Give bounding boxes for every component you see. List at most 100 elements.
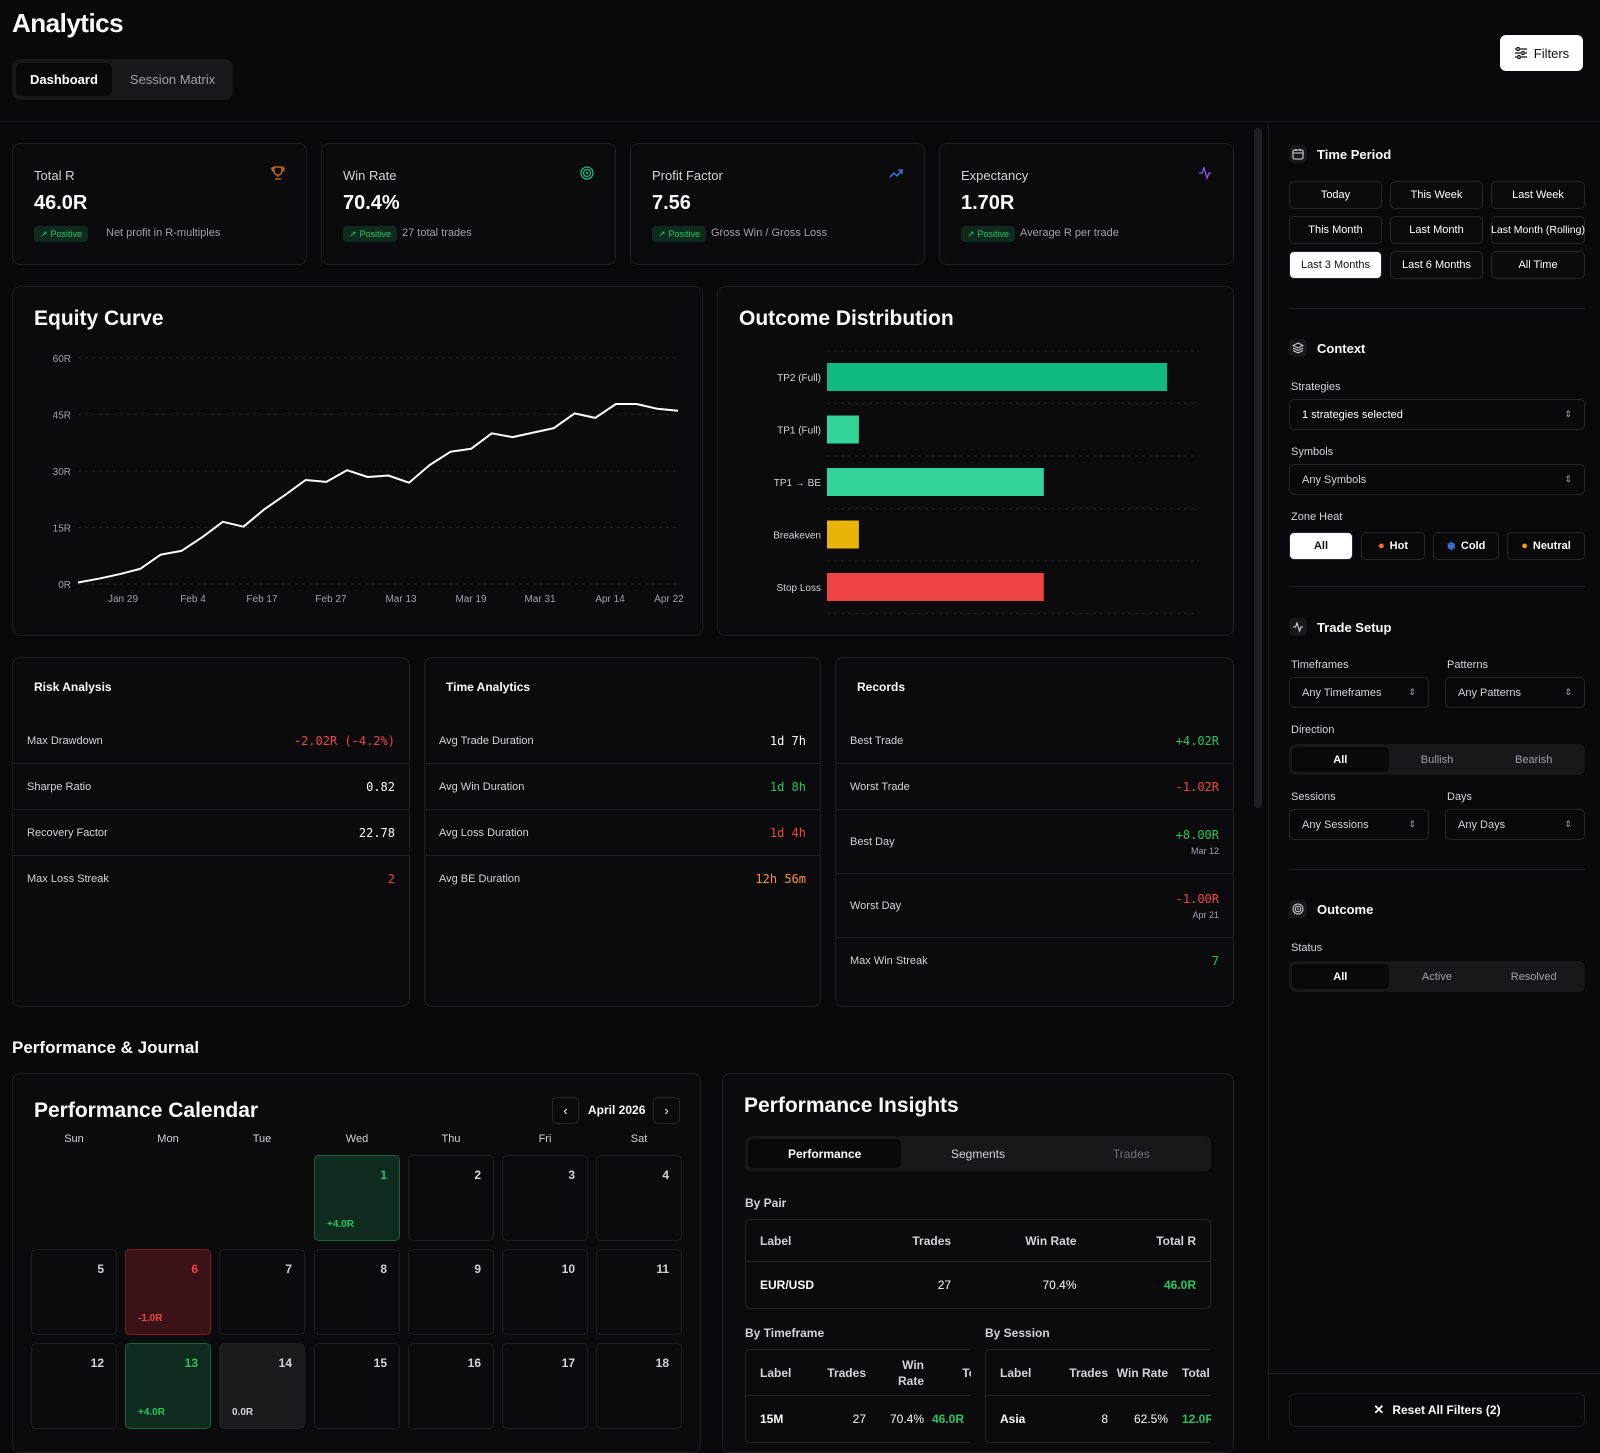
activity-icon [1198,166,1212,185]
x-tick-label: Feb 17 [246,594,278,605]
calendar-day[interactable]: 13 +4.0R [125,1343,211,1429]
chevrons-up-down-icon: ⇕ [1408,819,1416,829]
calendar-day[interactable]: 8 [314,1249,400,1335]
row-date: Apr 21 [1192,909,1219,920]
zone-heat-all-button[interactable]: All [1289,532,1353,560]
divider [1289,308,1585,309]
zone-heat-cold-button[interactable]: ❄ Cold [1433,532,1499,560]
row-label: Recovery Factor [27,826,108,839]
row-value: -1.00R [1175,891,1219,906]
tab-segments[interactable]: Segments [950,1146,1005,1161]
calendar-day[interactable]: 6 -1.0R [125,1249,211,1335]
x-tick-label: Apr 22 [654,594,684,605]
tab-dashboard[interactable]: Dashboard [16,63,112,96]
calendar-day[interactable]: 4 [596,1155,682,1241]
period-last-week-button[interactable]: Last Week [1491,181,1585,209]
tab-session-matrix[interactable]: Session Matrix [129,72,216,87]
col-header: Win Rate [1025,1233,1077,1248]
calendar-day[interactable]: 18 [596,1343,682,1429]
col-header: Total R [1156,1233,1197,1248]
y-tick-label: 45R [53,411,71,422]
select-value: 1 strategies selected [1302,408,1403,421]
table-row[interactable]: EUR/USD 27 70.4% 46.0R [746,1262,1210,1308]
weekday-label: Sun [64,1133,84,1145]
y-tick-label: 60R [53,354,71,365]
table-row[interactable]: 15M 27 70.4% 46.0R [746,1396,971,1442]
calendar-day[interactable]: 17 [502,1343,588,1429]
calendar-day[interactable]: 15 [314,1343,400,1429]
calendar-day[interactable]: 16 [408,1343,494,1429]
calendar-day[interactable]: 1 +4.0R [314,1155,400,1241]
close-icon: ✕ [1373,1402,1385,1417]
row-label: Best Day [850,835,895,848]
risk-analysis-card: Risk Analysis Max Drawdown -2.02R (-4.2%)… [12,657,410,1007]
next-month-button[interactable]: › [653,1097,680,1124]
period-all-time-button[interactable]: All Time [1491,251,1585,279]
calendar-day[interactable]: 11 [596,1249,682,1335]
direction-all-button[interactable]: All [1292,747,1389,772]
period-last-3-months-button[interactable]: Last 3 Months [1289,251,1382,279]
prev-month-button[interactable]: ‹ [552,1097,579,1124]
status-badge: ↗ Positive [343,226,398,242]
direction-bullish-button[interactable]: Bullish [1420,753,1454,766]
main-scrollbar[interactable] [1254,128,1262,808]
status-all-button[interactable]: All [1292,964,1389,989]
calendar-day[interactable]: 10 [502,1249,588,1335]
filters-label: Filters [1533,45,1570,61]
zone-heat-neutral-button[interactable]: ● Neutral [1507,532,1585,560]
by-pair-table: Label Trades Win Rate Total R EUR/USD 27… [745,1219,1211,1309]
row-value: 1d 7h [769,733,806,748]
outcome-bar[interactable] [827,363,1168,391]
outcome-bar[interactable] [827,415,859,444]
snowflake-icon: ❄ [1446,540,1456,553]
direction-toggle: All Bullish Bearish [1289,744,1585,775]
calendar-day[interactable]: 5 [31,1249,117,1335]
period-this-week-button[interactable]: This Week [1390,181,1483,209]
tab-performance[interactable]: Performance [748,1139,902,1168]
symbols-select[interactable]: Any Symbols ⇕ [1289,464,1585,495]
cell: 27 [937,1278,952,1292]
zone-label: All [1313,540,1329,552]
x-tick-label: Jan 29 [108,594,138,605]
risk-row: Max Drawdown -2.02R (-4.2%) [13,718,409,764]
tab-trades[interactable]: Trades [1112,1146,1150,1161]
stat-card-profit-factor: Profit Factor 7.56 ↗ Positive Gross Win /… [630,143,925,265]
calendar-day[interactable]: 2 [408,1155,494,1241]
calendar-day[interactable]: 14 0.0R [219,1343,305,1429]
strategies-select[interactable]: 1 strategies selected ⇕ [1289,399,1585,430]
zone-heat-hot-button[interactable]: ● Hot [1361,532,1425,560]
outcome-bar[interactable] [827,468,1044,496]
period-last-month-button[interactable]: Last Month [1390,216,1483,244]
reset-filters-button[interactable]: ✕ Reset All Filters (2) [1289,1393,1585,1427]
outcome-bar[interactable] [827,520,859,549]
patterns-label: Patterns [1447,659,1488,671]
section-title: Time Period [1317,146,1392,162]
col-header: Win Rate [897,1357,924,1388]
period-last-month-rolling-button[interactable]: Last Month (Rolling) [1491,216,1585,244]
direction-bearish-button[interactable]: Bearish [1515,753,1553,766]
period-last-6-months-button[interactable]: Last 6 Months [1390,251,1483,279]
calendar-day[interactable]: 9 [408,1249,494,1335]
days-select[interactable]: Any Days ⇕ [1445,809,1585,840]
outcome-bar[interactable] [827,573,1044,601]
status-active-button[interactable]: Active [1422,970,1452,983]
timeframes-select[interactable]: Any Timeframes ⇕ [1289,677,1429,708]
day-number: 18 [655,1356,669,1370]
time-period-header: Time Period [1289,145,1391,163]
table-row[interactable]: Asia 8 62.5% 12.0R [986,1396,1211,1442]
calendar-day[interactable]: 12 [31,1343,117,1429]
row-value: -2.02R (-4.2%) [293,733,395,748]
patterns-select[interactable]: Any Patterns ⇕ [1445,677,1585,708]
symbols-label: Symbols [1291,446,1334,458]
x-tick-label: Apr 14 [595,594,625,605]
sessions-select[interactable]: Any Sessions ⇕ [1289,809,1429,840]
row-date: Mar 12 [1190,845,1219,856]
period-today-button[interactable]: Today [1289,181,1382,209]
status-resolved-button[interactable]: Resolved [1510,970,1557,983]
period-this-month-button[interactable]: This Month [1289,216,1382,244]
divider [1289,586,1585,587]
calendar-day[interactable]: 3 [502,1155,588,1241]
calendar-day[interactable]: 7 [219,1249,305,1335]
filters-button[interactable]: Filters [1500,35,1583,71]
x-tick-label: Mar 31 [524,594,556,605]
